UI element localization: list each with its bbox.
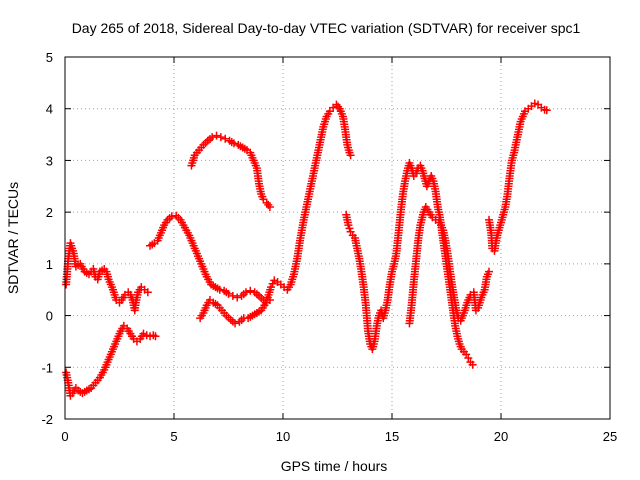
- series-trace-2: [62, 321, 160, 400]
- series-trace-7: [405, 202, 494, 328]
- y-axis-label: SDTVAR / TECUs: [5, 182, 21, 294]
- y-tick-label: -1: [41, 360, 53, 375]
- tick-layer: 0 5 10 15 20 25 -2 -1 0 1 2 3 4 5: [41, 50, 617, 444]
- data-point-marker: [542, 106, 551, 115]
- series-trace-5: [196, 100, 355, 328]
- data-point-marker: [212, 131, 221, 140]
- x-tick-label: 5: [170, 429, 177, 444]
- data-point-marker: [246, 286, 255, 295]
- data-point-marker: [346, 151, 355, 160]
- data-point-marker: [229, 139, 238, 148]
- plot-frame: [64, 56, 611, 420]
- series-trace-4: [187, 131, 274, 211]
- data-point-marker: [233, 293, 242, 302]
- data-point-marker: [208, 133, 217, 142]
- y-tick-label: 4: [46, 102, 53, 117]
- x-tick-label: 25: [603, 429, 617, 444]
- data-point-marker: [265, 202, 274, 211]
- x-tick-label: 20: [494, 429, 508, 444]
- data-point-marker: [241, 288, 250, 297]
- data-point-marker: [215, 285, 224, 294]
- x-tick-label: 0: [61, 429, 68, 444]
- y-tick-label: 1: [46, 257, 53, 272]
- y-tick-label: -2: [41, 412, 53, 427]
- data-point-marker: [485, 267, 494, 276]
- data-point-marker: [151, 332, 160, 341]
- data-point-marker: [468, 360, 477, 369]
- data-point-marker: [221, 134, 230, 143]
- y-tick-label: 2: [46, 205, 53, 220]
- data-point-marker: [216, 133, 225, 142]
- data-point-marker: [231, 319, 240, 328]
- data-point-marker: [224, 289, 233, 298]
- data-point-marker: [228, 291, 237, 300]
- x-tick-label: 15: [385, 429, 399, 444]
- series-trace-1: [62, 239, 152, 315]
- x-axis-label: GPS time / hours: [281, 458, 388, 474]
- data-layer: [62, 99, 551, 400]
- data-point-marker: [464, 353, 473, 362]
- y-tick-label: 0: [46, 309, 53, 324]
- x-tick-label: 10: [276, 429, 290, 444]
- y-tick-label: 5: [46, 50, 53, 65]
- series-trace-8: [485, 99, 551, 255]
- y-tick-label: 3: [46, 153, 53, 168]
- data-point-marker: [143, 288, 152, 297]
- series-trace-3: [146, 211, 274, 307]
- chart-title: Day 265 of 2018, Sidereal Day-to-day VTE…: [72, 20, 581, 36]
